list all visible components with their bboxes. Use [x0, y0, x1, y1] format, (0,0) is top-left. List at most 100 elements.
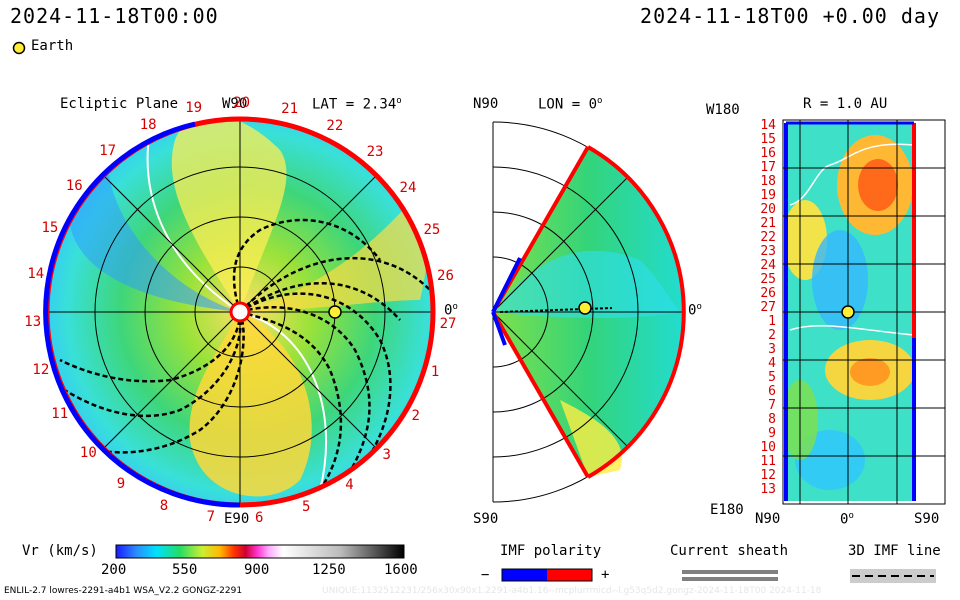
radial-bottom-center-text: 0 — [840, 511, 849, 528]
radial-row-label: 24 — [760, 258, 776, 273]
current-sheath-sample — [682, 570, 778, 581]
imf-polarity-title: IMF polarity — [500, 543, 602, 559]
ecliptic-top-label: W90 — [222, 96, 248, 112]
meridional-right-degree: o — [696, 302, 702, 312]
ecliptic-sector-negative — [43, 121, 241, 508]
carrington-day-label: 26 — [437, 268, 454, 285]
radial-row-label: 19 — [760, 188, 776, 203]
colorbar-tick-4: 1600 — [384, 562, 418, 578]
radial-bottom-north: N90 — [755, 511, 781, 527]
carrington-day-label: 20 — [233, 95, 251, 111]
radial-row-label: 25 — [760, 272, 776, 287]
earth-legend-label: Earth — [31, 38, 74, 54]
colorbar-tick-2: 900 — [244, 562, 270, 578]
radial-row-label: 17 — [760, 160, 776, 175]
radial-row-label: 26 — [760, 286, 776, 301]
meridional-top-label: N90 — [473, 96, 499, 112]
radial-bottom-south: S90 — [914, 511, 940, 527]
radial-row-label: 9 — [768, 426, 776, 441]
meridional-plane-panel — [491, 121, 686, 503]
carrington-day-label: 4 — [345, 477, 354, 494]
colorbar-tick-0: 200 — [101, 562, 127, 578]
earth-marker-radial — [841, 305, 855, 319]
radial-row-label: 12 — [760, 468, 776, 483]
carrington-day-label: 15 — [41, 219, 59, 236]
footer-run-id: UNIQUE:1132512231/256x30x90x1.2291-a4b1.… — [322, 586, 822, 596]
carrington-day-label: 22 — [326, 117, 344, 134]
radial-row-label: 7 — [768, 398, 776, 413]
carrington-day-label: 7 — [206, 509, 216, 526]
radial-row-label: 23 — [760, 244, 776, 259]
colorbar-tick-1: 550 — [172, 562, 198, 578]
colorbar-tick-3: 1250 — [312, 562, 346, 578]
carrington-day-label: 24 — [399, 179, 417, 196]
radial-row-label: 22 — [760, 230, 776, 245]
radial-row-label: 16 — [760, 146, 776, 161]
carrington-day-label: 21 — [281, 100, 298, 117]
radial-row-label: 4 — [768, 356, 776, 371]
radial-title: R = 1.0 AU — [803, 96, 888, 112]
forecast-datetime: 2024-11-18T00 +0.00 day — [640, 4, 940, 28]
carrington-day-label: 10 — [79, 444, 97, 461]
meridional-right-text: 0 — [688, 302, 697, 319]
imf-line-title: 3D IMF line — [848, 543, 941, 559]
ecliptic-latitude: LAT = 2.34o — [312, 96, 402, 113]
carrington-day-label: 2 — [411, 408, 420, 425]
ecliptic-plane-panel — [43, 116, 436, 508]
carrington-day-label: 19 — [185, 100, 203, 117]
imf-positive-swatch — [547, 569, 592, 581]
ecliptic-right-angle-text: 0 — [444, 302, 453, 319]
carrington-day-label: 25 — [423, 221, 441, 238]
ecliptic-right-angle-degree: o — [452, 302, 458, 312]
ecliptic-lat-text: LAT = 2.34 — [312, 96, 397, 113]
meridional-lon-text: LON = 0 — [538, 96, 598, 113]
carrington-day-label: 5 — [302, 498, 311, 515]
carrington-day-label: 23 — [366, 144, 384, 161]
radial-top-left-label: W180 — [706, 102, 740, 118]
radial-row-label: 2 — [768, 328, 776, 343]
current-sheath-title: Current sheath — [670, 543, 789, 559]
carrington-day-label: 13 — [24, 313, 42, 330]
radial-row-label: 8 — [768, 412, 776, 427]
radial-row-label: 15 — [760, 132, 776, 147]
ecliptic-right-angle: 0o — [444, 302, 458, 319]
sun-marker — [229, 301, 251, 323]
carrington-day-label: 12 — [32, 361, 50, 378]
radial-row-label: 6 — [768, 384, 776, 399]
radial-panel — [782, 119, 946, 505]
radial-bottom-center: 0o — [840, 511, 854, 528]
carrington-day-label: 14 — [27, 265, 45, 282]
carrington-day-label: 3 — [382, 446, 391, 463]
meridional-lon-degree: o — [597, 96, 603, 106]
radial-bottom-left-label: E180 — [710, 502, 744, 518]
radial-row-label: 13 — [760, 482, 776, 497]
earth-marker-ecliptic — [328, 305, 342, 319]
meridional-longitude: LON = 0o — [538, 96, 602, 113]
radial-row-label: 11 — [760, 454, 776, 469]
radial-row-label: 14 — [760, 118, 776, 133]
carrington-day-label: 1 — [430, 363, 440, 380]
radial-row-label: 3 — [768, 342, 776, 357]
radial-row-label: 18 — [760, 174, 776, 189]
footer-model-info: ENLIL-2.7 lowres-2291-a4b1 WSA_V2.2 GONG… — [4, 586, 243, 596]
ecliptic-bottom-label: E90 — [224, 511, 250, 527]
carrington-day-label: 6 — [254, 509, 264, 526]
imf-line-sample — [850, 569, 936, 583]
model-datetime: 2024-11-18T00:00 — [10, 4, 219, 28]
imf-polarity-minus: − — [481, 567, 490, 583]
imf-polarity-plus: + — [601, 567, 610, 583]
earth-legend-marker — [12, 40, 26, 55]
ecliptic-title: Ecliptic Plane — [60, 96, 179, 112]
radial-row-label: 10 — [760, 440, 776, 455]
carrington-day-label: 16 — [65, 177, 83, 194]
carrington-day-label: 8 — [159, 498, 169, 515]
carrington-day-label: 11 — [51, 405, 69, 422]
meridional-right-angle: 0o — [688, 302, 702, 319]
earth-marker-meridional — [578, 301, 592, 315]
imf-negative-swatch — [502, 569, 547, 581]
ecliptic-lat-degree: o — [396, 96, 402, 106]
carrington-day-label: 9 — [116, 476, 126, 493]
carrington-day-label: 17 — [99, 142, 117, 159]
radial-row-label: 5 — [768, 370, 776, 385]
